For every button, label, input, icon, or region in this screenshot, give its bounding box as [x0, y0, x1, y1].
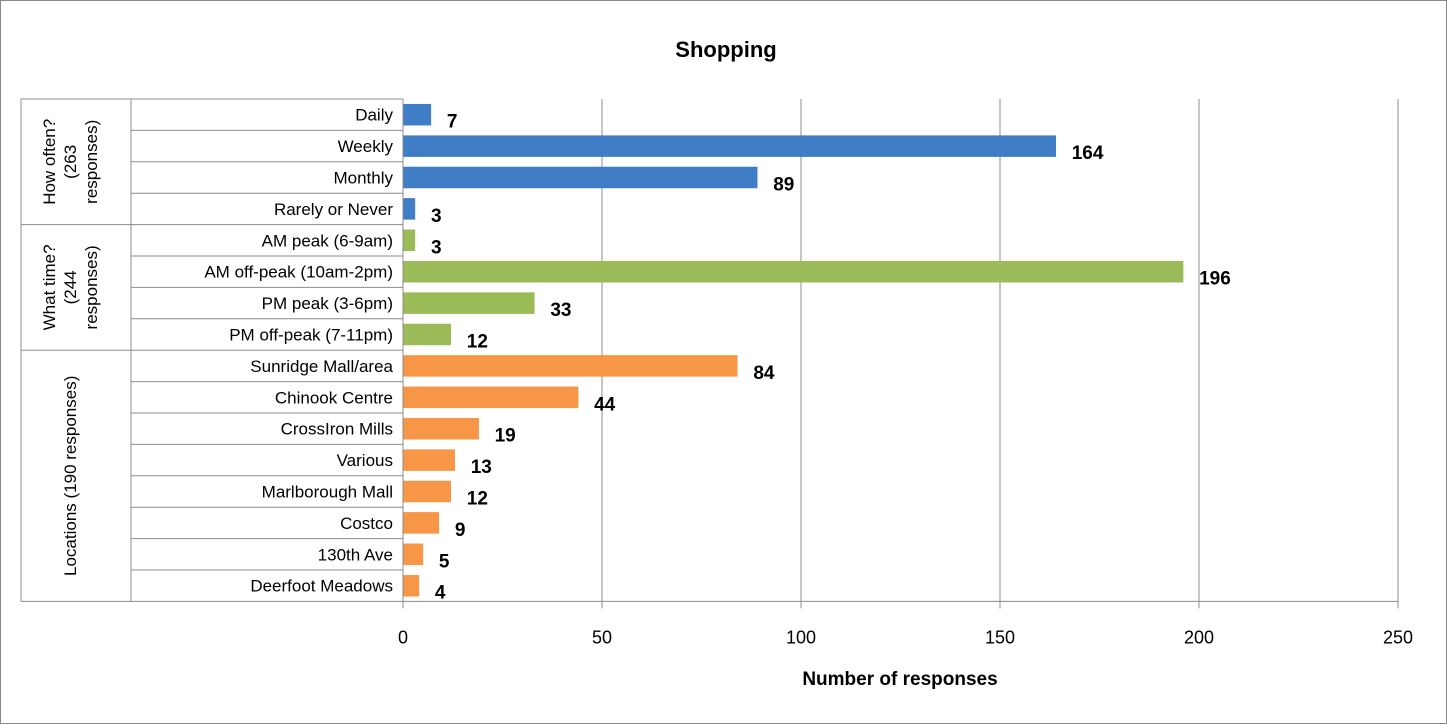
group-label-line: Locations (190 responses): [61, 376, 80, 576]
category-label: Monthly: [333, 169, 393, 188]
bar: [402, 103, 432, 126]
category-label: 130th Ave: [318, 545, 393, 564]
category-label: Chinook Centre: [275, 388, 393, 407]
bar: [402, 135, 1056, 157]
data-label: 13: [471, 457, 492, 478]
bar: [402, 229, 416, 252]
bar: [402, 480, 452, 503]
category-label: Marlborough Mall: [262, 483, 393, 502]
data-label: 89: [773, 175, 794, 196]
category-label: Rarely or Never: [274, 200, 393, 219]
group-label: Locations (190 responses): [61, 376, 80, 576]
category-label: AM off-peak (10am-2pm): [204, 263, 393, 282]
data-label: 5: [439, 551, 450, 572]
data-label: 44: [594, 394, 616, 415]
x-tick-label: 100: [786, 627, 816, 647]
category-label: Various: [337, 451, 393, 470]
data-label: 33: [550, 300, 571, 321]
group-label: What time? (244 responses): [40, 244, 101, 330]
gridlines: [601, 99, 1399, 602]
bar: [402, 166, 758, 189]
data-label: 9: [455, 520, 466, 541]
group-label: How often? (263 responses): [40, 119, 101, 205]
data-label: 7: [447, 112, 458, 133]
category-label: Daily: [355, 106, 393, 125]
bar: [402, 323, 452, 346]
group-label-line: What time?: [40, 244, 59, 330]
data-label: 164: [1072, 143, 1104, 164]
data-label: 4: [435, 583, 446, 604]
bar: [402, 292, 535, 314]
data-label: 84: [753, 363, 775, 384]
category-label: Costco: [340, 514, 393, 533]
bar: [402, 417, 479, 440]
data-label: 3: [431, 237, 442, 258]
category-label: CrossIron Mills: [281, 420, 393, 439]
bar: [402, 543, 424, 566]
bar: [402, 512, 440, 534]
category-label: AM peak (6-9am): [262, 231, 393, 250]
axes: [20, 98, 1399, 609]
category-label: PM off-peak (7-11pm): [229, 326, 393, 345]
x-tick-label: 0: [398, 627, 408, 647]
data-label: 12: [467, 489, 488, 510]
data-label: 196: [1199, 269, 1231, 290]
bar: [402, 355, 738, 377]
group-label-line: (244: [61, 270, 80, 304]
data-label: 12: [467, 332, 488, 353]
bar: [402, 386, 579, 409]
group-label-line: responses): [82, 245, 101, 329]
data-label: 3: [431, 206, 442, 227]
bar: [402, 260, 1184, 283]
group-label-line: responses): [82, 120, 101, 204]
category-label: Weekly: [338, 137, 394, 156]
group-label-line: How often?: [40, 119, 59, 205]
bars: [402, 103, 1184, 597]
x-tick-label: 200: [1184, 627, 1214, 647]
bar: [402, 574, 420, 597]
x-tick-label: 50: [592, 627, 612, 647]
bar: [402, 449, 455, 471]
category-label: Deerfoot Meadows: [250, 577, 393, 596]
x-axis-title: Number of responses: [802, 669, 997, 690]
group-label-line: (263: [61, 145, 80, 179]
chart-title: Shopping: [675, 37, 776, 62]
data-label: 19: [495, 426, 516, 447]
x-tick-label: 250: [1383, 627, 1413, 647]
category-label: Sunridge Mall/area: [250, 357, 393, 376]
bar: [402, 198, 416, 220]
x-tick-label: 150: [985, 627, 1015, 647]
category-label: PM peak (3-6pm): [262, 294, 393, 313]
